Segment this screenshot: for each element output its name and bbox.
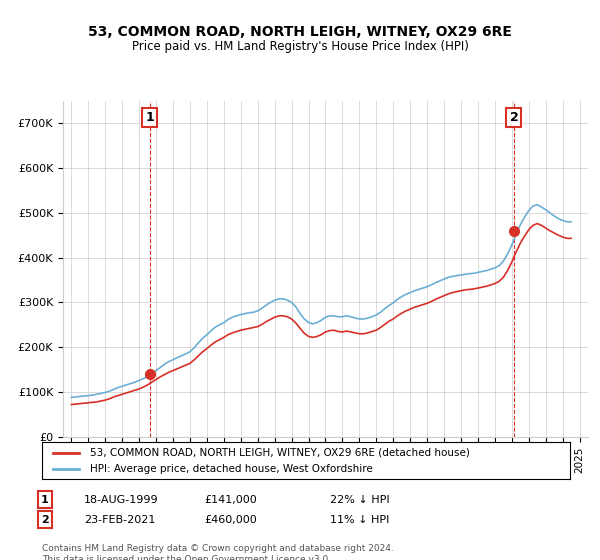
Text: 11% ↓ HPI: 11% ↓ HPI [330, 515, 389, 525]
Text: 2: 2 [41, 515, 49, 525]
Text: 53, COMMON ROAD, NORTH LEIGH, WITNEY, OX29 6RE (detached house): 53, COMMON ROAD, NORTH LEIGH, WITNEY, OX… [89, 447, 469, 458]
Text: 2: 2 [509, 111, 518, 124]
Text: Contains HM Land Registry data © Crown copyright and database right 2024.
This d: Contains HM Land Registry data © Crown c… [42, 544, 394, 560]
Text: 53, COMMON ROAD, NORTH LEIGH, WITNEY, OX29 6RE: 53, COMMON ROAD, NORTH LEIGH, WITNEY, OX… [88, 25, 512, 39]
Text: 23-FEB-2021: 23-FEB-2021 [84, 515, 155, 525]
Text: Price paid vs. HM Land Registry's House Price Index (HPI): Price paid vs. HM Land Registry's House … [131, 40, 469, 53]
Text: 1: 1 [41, 494, 49, 505]
Text: £141,000: £141,000 [204, 494, 257, 505]
Text: 22% ↓ HPI: 22% ↓ HPI [330, 494, 389, 505]
Text: £460,000: £460,000 [204, 515, 257, 525]
Text: 18-AUG-1999: 18-AUG-1999 [84, 494, 158, 505]
Text: 1: 1 [145, 111, 154, 124]
Text: HPI: Average price, detached house, West Oxfordshire: HPI: Average price, detached house, West… [89, 464, 372, 474]
